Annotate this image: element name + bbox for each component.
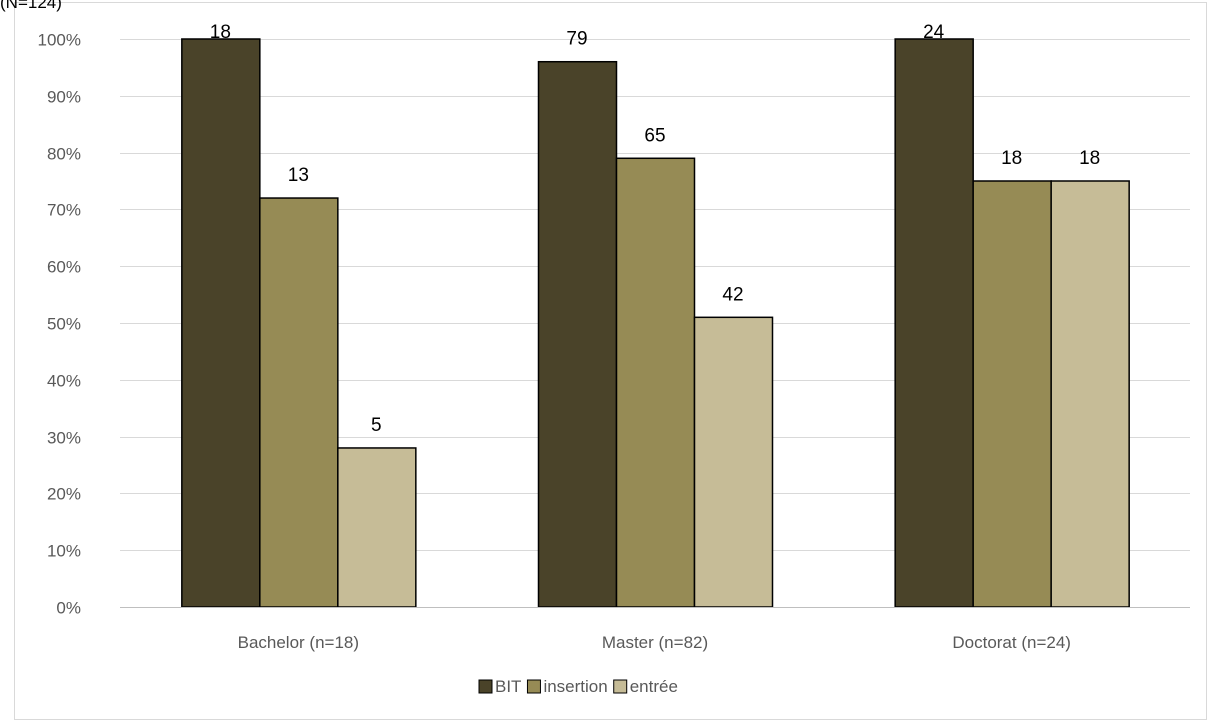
y-tick-label: 10%: [47, 542, 81, 561]
data-label: 24: [923, 22, 945, 43]
data-label: 18: [210, 22, 231, 43]
bar-insertion: [615, 157, 696, 608]
bar-insertion: [972, 180, 1052, 608]
x-tick-label: Doctorat (n=24): [952, 633, 1071, 652]
bar-entre: [337, 447, 417, 608]
y-tick-label: 90%: [47, 88, 81, 107]
x-tick-label: Master (n=82): [602, 633, 708, 652]
y-tick-label: 60%: [47, 258, 81, 277]
data-label: 5: [371, 415, 382, 436]
legend-label: entrée: [630, 677, 678, 696]
data-label: 42: [722, 284, 743, 305]
chart-title-fragment: (N=124): [0, 0, 62, 12]
data-label: 79: [566, 29, 587, 50]
y-tick-label: 30%: [47, 429, 81, 448]
bar-bit: [894, 38, 974, 608]
y-axis-tick-labels: 0% 10% 20% 30% 40% 50% 60% 70% 80% 90% 100%: [38, 31, 81, 618]
legend: BIT insertion entrée: [478, 677, 678, 696]
data-label: 65: [644, 125, 665, 146]
y-tick-label: 20%: [47, 485, 81, 504]
legend-swatch: [526, 679, 541, 694]
data-label: 18: [1079, 148, 1100, 169]
bar-bit: [181, 38, 261, 608]
bar-entre: [1050, 180, 1130, 608]
bars: [181, 38, 1130, 608]
y-tick-label: 50%: [47, 315, 81, 334]
y-tick-label: 100%: [38, 31, 81, 50]
y-tick-label: 70%: [47, 201, 81, 220]
y-tick-label: 0%: [56, 599, 81, 618]
legend-label: insertion: [543, 677, 607, 696]
legend-swatch: [613, 679, 628, 694]
legend-swatch: [478, 679, 493, 694]
y-tick-label: 40%: [47, 372, 81, 391]
data-labels: 18 13 5 79 65 42 24 18 18: [210, 22, 1100, 436]
legend-label: BIT: [495, 677, 521, 696]
x-tick-label: Bachelor (n=18): [238, 633, 359, 652]
bar-entre: [693, 316, 774, 608]
bar-insertion: [259, 197, 339, 608]
bar-bit: [537, 60, 618, 608]
y-tick-label: 80%: [47, 145, 81, 164]
data-label: 18: [1001, 148, 1022, 169]
x-axis-tick-labels: Bachelor (n=18) Master (n=82) Doctorat (n=…: [238, 633, 1071, 652]
data-label: 13: [288, 165, 309, 186]
